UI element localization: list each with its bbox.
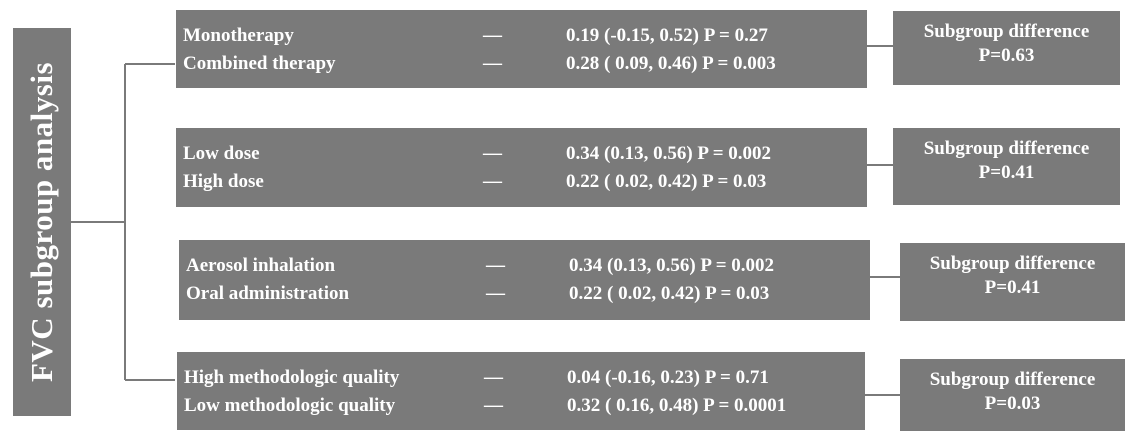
subgroup-row: High dose — 0.22 ( 0.02, 0.42) P = 0.03: [183, 168, 859, 196]
row-dash: —: [483, 53, 502, 74]
row-dash: —: [484, 395, 503, 416]
difference-title: Subgroup difference: [923, 21, 1090, 42]
row-label: Combined therapy: [183, 53, 336, 74]
subgroup-row: Monotherapy — 0.19 (-0.15, 0.52) P = 0.2…: [183, 22, 859, 50]
subgroup-box-4: High methodologic quality — 0.04 (-0.16,…: [177, 352, 865, 430]
row-dash: —: [483, 143, 502, 164]
row-dash: —: [483, 171, 502, 192]
difference-title: Subgroup difference: [923, 138, 1090, 159]
row-label: Monotherapy: [183, 25, 294, 46]
row-dash: —: [483, 25, 502, 46]
row-value: 0.22 ( 0.02, 0.42) P = 0.03: [566, 171, 767, 192]
subgroup-row: Low methodologic quality — 0.32 ( 0.16, …: [184, 392, 857, 420]
subgroup-box-1: Monotherapy — 0.19 (-0.15, 0.52) P = 0.2…: [176, 10, 867, 88]
row-dash: —: [484, 367, 503, 388]
row-label: High dose: [183, 171, 264, 192]
title-box: FVC subgroup analysis: [13, 28, 71, 416]
difference-p-value: P=0.03: [984, 393, 1041, 414]
subgroup-row: Aerosol inhalation — 0.34 (0.13, 0.56) P…: [186, 252, 862, 280]
subgroup-row: High methodologic quality — 0.04 (-0.16,…: [184, 364, 857, 392]
subgroup-box-2: Low dose — 0.34 (0.13, 0.56) P = 0.002 H…: [176, 128, 867, 207]
subgroup-difference-box-1: Subgroup difference P=0.63: [893, 11, 1120, 85]
row-label: Aerosol inhalation: [186, 255, 336, 276]
row-value: 0.04 (-0.16, 0.23) P = 0.71: [567, 367, 769, 388]
row-label: Low dose: [183, 143, 260, 164]
row-value: 0.32 ( 0.16, 0.48) P = 0.0001: [567, 395, 787, 416]
row-value: 0.34 (0.13, 0.56) P = 0.002: [569, 255, 775, 276]
row-dash: —: [486, 255, 505, 276]
subgroup-row: Combined therapy — 0.28 ( 0.09, 0.46) P …: [183, 50, 859, 78]
row-value: 0.34 (0.13, 0.56) P = 0.002: [566, 143, 772, 164]
row-label: High methodologic quality: [184, 367, 400, 388]
difference-title: Subgroup difference: [929, 369, 1096, 390]
subgroup-box-3: Aerosol inhalation — 0.34 (0.13, 0.56) P…: [179, 240, 870, 320]
subgroup-difference-box-4: Subgroup difference P=0.03: [900, 359, 1125, 431]
difference-p-value: P=0.63: [978, 45, 1035, 66]
row-value: 0.28 ( 0.09, 0.46) P = 0.003: [566, 53, 776, 74]
subgroup-row: Oral administration — 0.22 ( 0.02, 0.42)…: [186, 280, 862, 308]
subgroup-difference-box-3: Subgroup difference P=0.41: [900, 243, 1125, 321]
row-value: 0.19 (-0.15, 0.52) P = 0.27: [566, 25, 768, 46]
subgroup-row: Low dose — 0.34 (0.13, 0.56) P = 0.002: [183, 140, 859, 168]
row-value: 0.22 ( 0.02, 0.42) P = 0.03: [569, 283, 770, 304]
difference-title: Subgroup difference: [929, 253, 1096, 274]
subgroup-difference-box-2: Subgroup difference P=0.41: [893, 128, 1120, 205]
row-label: Low methodologic quality: [184, 395, 396, 416]
difference-p-value: P=0.41: [984, 277, 1041, 298]
difference-p-value: P=0.41: [978, 162, 1035, 183]
row-label: Oral administration: [186, 283, 350, 304]
row-dash: —: [486, 283, 505, 304]
